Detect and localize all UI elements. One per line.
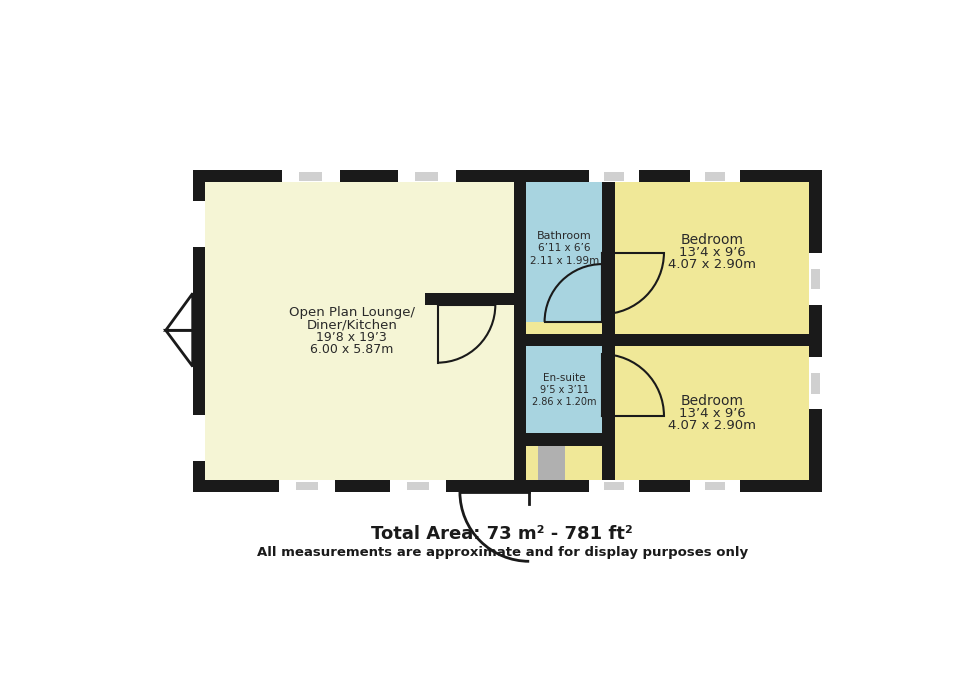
Bar: [603, 347, 614, 385]
Bar: [809, 170, 822, 492]
Bar: [706, 481, 725, 490]
Polygon shape: [166, 293, 193, 330]
Bar: [502, 479, 538, 492]
Bar: [193, 479, 223, 492]
Bar: [690, 170, 741, 182]
Bar: [526, 347, 614, 433]
Bar: [390, 479, 446, 492]
Bar: [791, 479, 822, 492]
Text: 4.07 x 2.90m: 4.07 x 2.90m: [668, 258, 757, 271]
Bar: [589, 170, 640, 182]
Bar: [526, 182, 614, 322]
Text: 6.00 x 5.87m: 6.00 x 5.87m: [310, 343, 393, 356]
Bar: [514, 182, 526, 334]
Bar: [614, 334, 809, 479]
Bar: [706, 172, 725, 181]
Bar: [281, 170, 340, 182]
Bar: [538, 433, 564, 479]
Bar: [193, 247, 205, 267]
Bar: [603, 347, 614, 433]
Text: 4.07 x 2.90m: 4.07 x 2.90m: [668, 419, 757, 432]
Bar: [193, 170, 223, 182]
Bar: [425, 292, 514, 305]
Text: All measurements are approximate and for display purposes only: All measurements are approximate and for…: [257, 546, 748, 560]
Bar: [407, 481, 429, 490]
Bar: [193, 415, 205, 461]
Bar: [811, 373, 820, 394]
Bar: [205, 182, 514, 479]
Text: Open Plan Lounge/: Open Plan Lounge/: [289, 306, 415, 319]
Text: 6’11 x 6’6: 6’11 x 6’6: [538, 243, 591, 254]
Bar: [604, 172, 624, 181]
Bar: [791, 170, 822, 182]
Bar: [589, 479, 640, 492]
Bar: [811, 269, 820, 290]
Text: En-suite: En-suite: [543, 373, 585, 383]
Text: Bedroom: Bedroom: [680, 394, 744, 408]
Bar: [809, 253, 822, 305]
Text: 13’4 x 9’6: 13’4 x 9’6: [679, 407, 746, 420]
Bar: [514, 334, 614, 479]
Bar: [193, 461, 205, 492]
Bar: [603, 182, 614, 334]
Bar: [296, 481, 318, 490]
Text: Bathroom: Bathroom: [537, 231, 592, 241]
Bar: [502, 170, 538, 182]
Polygon shape: [166, 330, 193, 367]
Bar: [526, 334, 603, 347]
Bar: [279, 479, 335, 492]
Bar: [514, 433, 526, 479]
Bar: [514, 182, 809, 334]
Bar: [193, 479, 822, 492]
Bar: [425, 303, 438, 305]
Bar: [809, 357, 822, 409]
Text: Bedroom: Bedroom: [680, 233, 744, 247]
Bar: [193, 170, 205, 201]
Bar: [193, 170, 822, 182]
Bar: [514, 347, 526, 433]
Text: 9’5 x 3’11: 9’5 x 3’11: [540, 385, 589, 395]
Bar: [809, 170, 822, 201]
Text: 2.86 x 1.20m: 2.86 x 1.20m: [532, 397, 597, 407]
Bar: [603, 418, 614, 479]
Text: 2.11 x 1.99m: 2.11 x 1.99m: [529, 256, 599, 266]
Bar: [193, 201, 205, 247]
Bar: [398, 170, 456, 182]
Text: Diner/Kitchen: Diner/Kitchen: [307, 318, 397, 331]
Text: 19’8 x 19’3: 19’8 x 19’3: [317, 330, 387, 344]
Bar: [299, 172, 322, 181]
Bar: [604, 481, 624, 490]
Bar: [514, 334, 809, 347]
Text: Total Area: 73 m² - 781 ft²: Total Area: 73 m² - 781 ft²: [371, 526, 633, 543]
Bar: [193, 396, 205, 415]
Text: 13’4 x 9’6: 13’4 x 9’6: [679, 245, 746, 258]
Bar: [193, 170, 205, 492]
Bar: [809, 461, 822, 492]
Bar: [416, 172, 438, 181]
Bar: [526, 433, 603, 446]
Bar: [690, 479, 741, 492]
